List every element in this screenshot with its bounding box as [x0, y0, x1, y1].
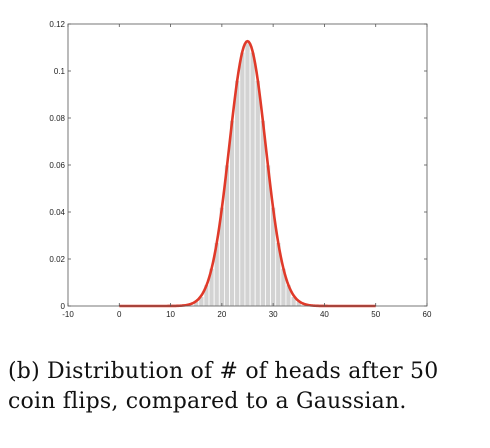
x-tick-label: -10 — [62, 310, 74, 319]
x-tick-label: 10 — [166, 310, 175, 319]
distribution-chart: -10 0 10 20 30 40 50 60 00.020.040.060.080.10.1… — [49, 20, 432, 319]
x-tick-label: 30 — [269, 310, 278, 319]
y-tick-label: 0.02 — [49, 255, 65, 264]
figure-caption: (b) Distribution of # of heads after 50 … — [8, 357, 486, 417]
histogram-bar — [244, 42, 251, 307]
x-tick-label: 40 — [320, 310, 329, 319]
y-tick-label: 0.04 — [49, 208, 65, 217]
caption-line-1: (b) Distribution of # of heads after 50 — [8, 359, 439, 384]
y-tick-label: 0.08 — [49, 114, 65, 123]
y-tick-label: 0 — [61, 302, 66, 311]
y-tick-label: 0.06 — [49, 161, 65, 170]
caption-line-2: coin flips, compared to a Gaussian. — [8, 389, 407, 414]
y-tick-label: 0.12 — [49, 20, 65, 29]
x-axis-ticks: -10 0 10 20 30 40 50 60 — [62, 24, 432, 319]
x-tick-label: 0 — [117, 310, 122, 319]
x-tick-label: 50 — [371, 310, 380, 319]
y-tick-label: 0.1 — [54, 67, 66, 76]
histogram-bar — [254, 80, 261, 307]
histogram-bars — [193, 42, 302, 307]
histogram-bar — [249, 51, 256, 307]
y-axis-ticks: 0 0.02 0.04 0.06 0.08 0.1 0.12 — [49, 20, 427, 311]
histogram-bar — [239, 51, 246, 307]
x-tick-label: 60 — [423, 310, 432, 319]
histogram-bar — [234, 80, 241, 307]
x-tick-label: 20 — [217, 310, 226, 319]
